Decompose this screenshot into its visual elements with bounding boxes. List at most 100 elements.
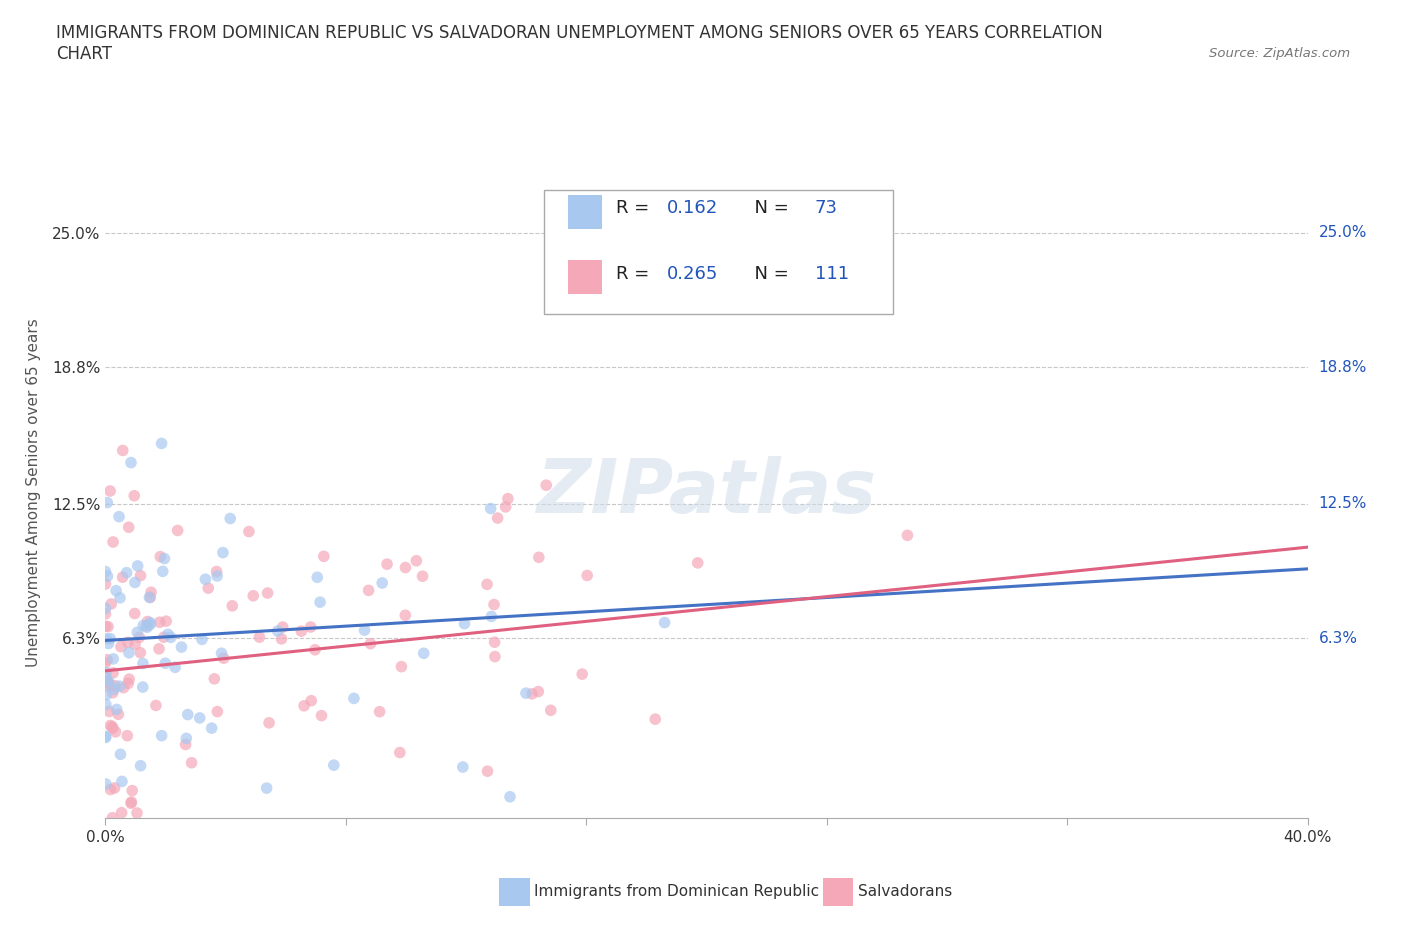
- Point: [375, 557, 398, 572]
- Text: 73: 73: [814, 199, 838, 218]
- Point: [477, 764, 499, 778]
- Point: [322, 758, 344, 773]
- Point: [129, 758, 152, 773]
- Point: [394, 560, 416, 575]
- Point: [153, 551, 176, 566]
- Point: [96, 652, 118, 667]
- Text: R =: R =: [616, 264, 655, 283]
- Point: [205, 565, 228, 579]
- Point: [149, 615, 172, 630]
- Point: [391, 659, 413, 674]
- Point: [129, 645, 152, 660]
- Point: [520, 686, 543, 701]
- Point: [299, 619, 322, 634]
- Point: [121, 783, 143, 798]
- Point: [97, 619, 120, 634]
- Point: [166, 822, 188, 837]
- Point: [152, 630, 174, 644]
- Point: [111, 570, 134, 585]
- Point: [94, 577, 117, 591]
- Point: [97, 636, 120, 651]
- Y-axis label: Unemployment Among Seniors over 65 years: Unemployment Among Seniors over 65 years: [27, 319, 41, 668]
- FancyBboxPatch shape: [568, 195, 602, 230]
- Point: [94, 730, 117, 745]
- Point: [256, 780, 278, 795]
- Point: [212, 651, 235, 666]
- Point: [309, 594, 332, 609]
- Point: [124, 575, 146, 590]
- Point: [96, 665, 118, 680]
- Point: [359, 636, 381, 651]
- Point: [136, 614, 159, 629]
- Point: [139, 618, 162, 632]
- Point: [108, 679, 131, 694]
- Point: [97, 674, 120, 689]
- Point: [176, 731, 198, 746]
- Point: [117, 728, 139, 743]
- Point: [127, 625, 149, 640]
- Point: [212, 545, 235, 560]
- Point: [170, 640, 193, 655]
- Point: [94, 565, 117, 579]
- Text: Source: ZipAtlas.com: Source: ZipAtlas.com: [1209, 47, 1350, 60]
- FancyBboxPatch shape: [568, 260, 602, 294]
- Point: [686, 555, 709, 570]
- Point: [98, 704, 121, 719]
- Point: [94, 777, 117, 791]
- Point: [496, 491, 519, 506]
- Point: [177, 707, 200, 722]
- Point: [96, 679, 118, 694]
- Point: [121, 822, 143, 837]
- Point: [238, 525, 260, 539]
- Point: [96, 631, 118, 646]
- Text: ZIPatlas: ZIPatlas: [537, 457, 876, 529]
- Point: [499, 790, 522, 804]
- Point: [527, 684, 550, 699]
- Point: [479, 501, 502, 516]
- Point: [166, 523, 188, 538]
- Point: [484, 635, 506, 650]
- Point: [576, 568, 599, 583]
- Point: [125, 805, 148, 820]
- Point: [150, 436, 173, 451]
- Point: [644, 711, 666, 726]
- Point: [98, 484, 121, 498]
- Point: [135, 618, 157, 633]
- Point: [219, 512, 242, 526]
- Point: [132, 680, 155, 695]
- Point: [112, 680, 135, 695]
- Point: [132, 618, 155, 633]
- Text: CHART: CHART: [56, 45, 112, 63]
- Text: Salvadorans: Salvadorans: [858, 884, 952, 899]
- Point: [98, 718, 121, 733]
- Point: [103, 682, 125, 697]
- Point: [249, 630, 271, 644]
- Point: [257, 715, 280, 730]
- Text: 18.8%: 18.8%: [1319, 360, 1367, 375]
- Point: [205, 568, 228, 583]
- Point: [405, 553, 427, 568]
- Point: [104, 724, 127, 739]
- Point: [515, 685, 537, 700]
- Point: [110, 639, 132, 654]
- Point: [482, 597, 505, 612]
- Point: [138, 590, 160, 604]
- Point: [101, 535, 124, 550]
- Point: [124, 606, 146, 621]
- Text: 0.265: 0.265: [666, 264, 718, 283]
- Point: [312, 549, 335, 564]
- Point: [101, 685, 124, 700]
- Point: [139, 585, 162, 600]
- Point: [290, 624, 312, 639]
- Point: [481, 609, 503, 624]
- Point: [201, 721, 224, 736]
- Point: [412, 645, 434, 660]
- Point: [139, 590, 162, 604]
- Point: [101, 810, 124, 825]
- Point: [188, 711, 211, 725]
- Point: [304, 643, 326, 658]
- Point: [96, 687, 118, 702]
- Point: [96, 495, 118, 510]
- Point: [197, 580, 219, 595]
- Point: [174, 822, 197, 837]
